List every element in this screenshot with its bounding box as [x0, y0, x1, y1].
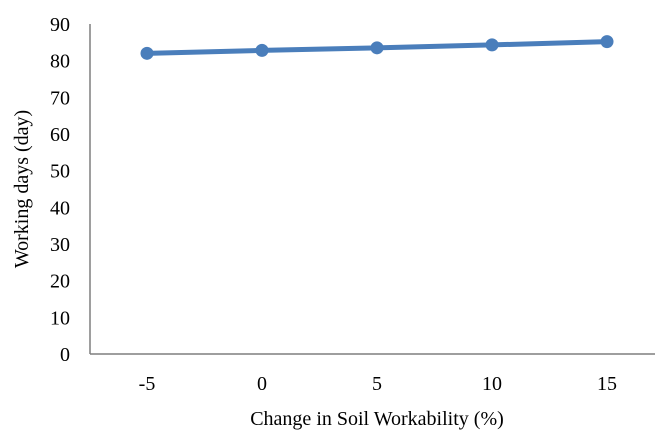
y-tick-label: 80	[50, 51, 70, 73]
y-tick-label: 50	[50, 161, 70, 183]
y-tick-label: 10	[50, 307, 70, 329]
data-point	[370, 41, 384, 55]
x-axis-tick-labels: -5 0 5 10 15	[139, 373, 617, 395]
x-tick-label: 5	[372, 373, 382, 395]
y-tick-label: 0	[60, 344, 70, 366]
x-tick-label: -5	[139, 373, 156, 395]
data-point	[485, 38, 499, 52]
x-tick-label: 0	[257, 373, 267, 395]
y-tick-label: 20	[50, 271, 70, 293]
x-tick-label: 15	[597, 373, 617, 395]
y-tick-label: 90	[50, 14, 70, 36]
y-tick-label: 30	[50, 234, 70, 256]
y-tick-label: 40	[50, 197, 70, 219]
y-axis-title: Working days (day)	[11, 110, 33, 268]
x-axis-title: Change in Soil Workability (%)	[250, 408, 504, 430]
y-tick-label: 70	[50, 87, 70, 109]
x-tick-label: 10	[482, 373, 502, 395]
data-point	[600, 35, 614, 49]
series-layer	[140, 35, 614, 60]
data-point	[255, 43, 269, 57]
y-axis-tick-labels: 0 10 20 30 40 50 60 70 80 90	[50, 14, 70, 366]
data-point	[140, 46, 154, 60]
y-tick-label: 60	[50, 124, 70, 146]
